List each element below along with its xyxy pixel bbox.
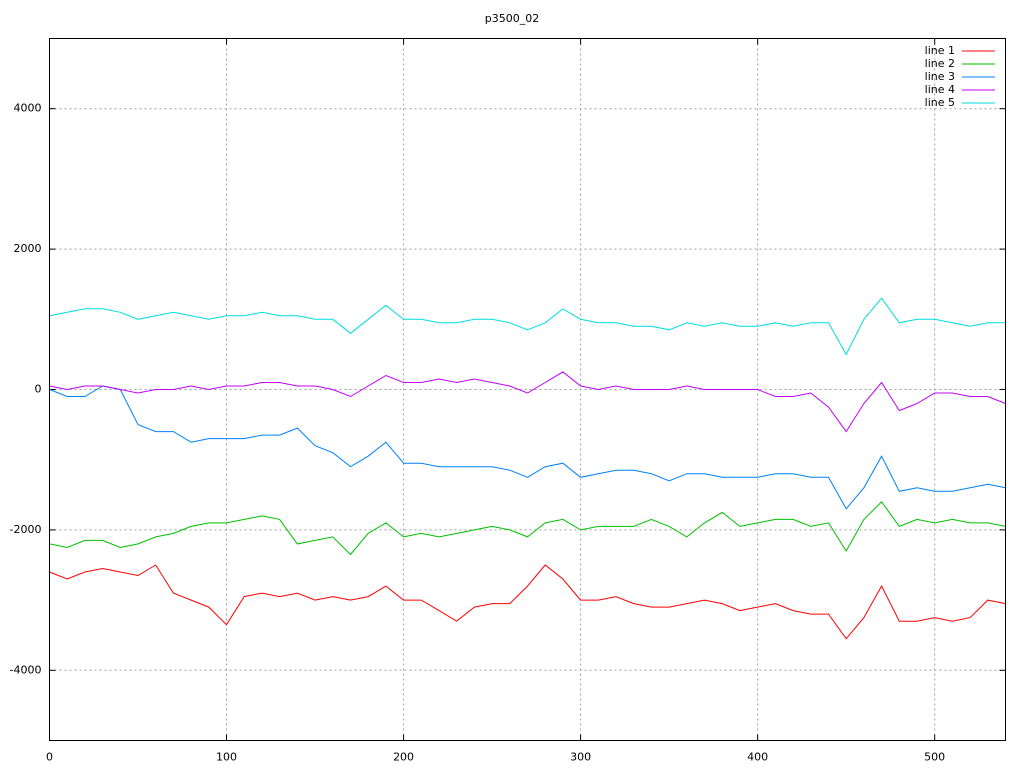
plot-border xyxy=(49,38,1006,741)
legend-label: line 5 xyxy=(925,96,955,109)
y-tick-label: 4000 xyxy=(14,102,42,115)
y-tick-label: 0 xyxy=(35,383,42,396)
x-tick-label: 0 xyxy=(46,751,53,764)
x-tick-label: 400 xyxy=(747,751,768,764)
y-tick-label: -4000 xyxy=(10,663,42,676)
x-tick-label: 500 xyxy=(924,751,945,764)
series-line xyxy=(49,371,1006,433)
x-tick-label: 200 xyxy=(393,751,414,764)
legend-label: line 1 xyxy=(925,44,955,57)
series-line xyxy=(49,564,1006,640)
x-tick-label: 300 xyxy=(570,751,591,764)
legend-label: line 3 xyxy=(925,70,955,83)
series-line xyxy=(49,501,1006,556)
series-line xyxy=(49,297,1006,356)
plot-lines xyxy=(49,297,1006,640)
legend-label: line 4 xyxy=(925,83,955,96)
legend-label: line 2 xyxy=(925,57,955,70)
chart-title: p3500_02 xyxy=(485,12,539,25)
y-tick-label: 2000 xyxy=(14,242,42,255)
x-tick-label: 100 xyxy=(216,751,237,764)
series-line xyxy=(49,385,1006,510)
y-tick-label: -2000 xyxy=(10,523,42,536)
